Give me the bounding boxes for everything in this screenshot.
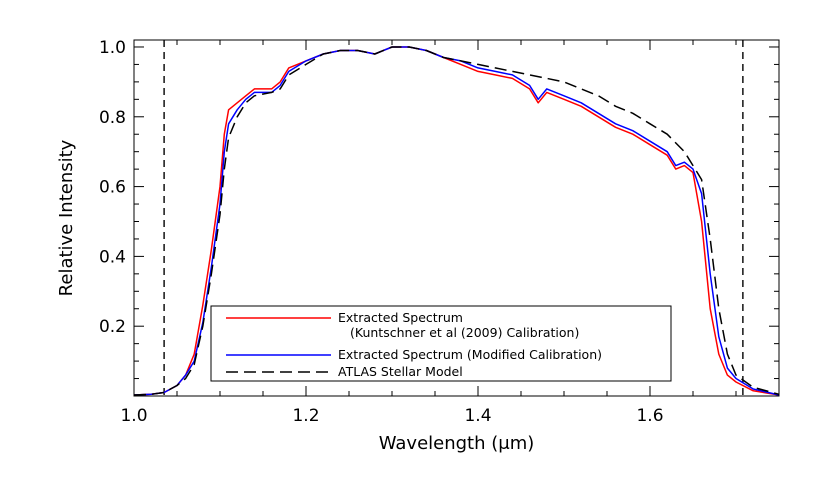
x-tick-label: 1.6 [636, 406, 663, 426]
x-axis-title: Wavelength (μm) [379, 433, 535, 454]
legend-label-kuntschner: Extracted Spectrum [338, 310, 463, 325]
legend-label-atlas: ATLAS Stellar Model [338, 364, 463, 379]
series-layer [133, 46, 780, 396]
axis-ticks: 1.0 1.2 1.4 1.6 0.2 0.4 0.6 0.8 1.0 [99, 38, 780, 426]
legend-label-modified: Extracted Spectrum (Modified Calibration… [338, 347, 602, 362]
y-tick-label: 0.2 [99, 317, 126, 337]
plot-frame [133, 39, 780, 397]
y-tick-label: 0.8 [99, 108, 126, 128]
x-tick-label: 1.2 [292, 406, 319, 426]
y-tick-label: 0.6 [99, 178, 126, 198]
x-tick-label: 1.0 [120, 406, 147, 426]
y-tick-label: 0.4 [99, 247, 126, 267]
x-tick-label: 1.4 [464, 406, 491, 426]
series-line-2 [133, 46, 780, 396]
y-tick-label: 1.0 [99, 38, 126, 58]
y-axis-title: Relative Intensity [56, 139, 77, 296]
legend: Extracted Spectrum (Kuntschner et al (20… [210, 305, 672, 382]
legend-label-kuntschner-line2: (Kuntschner et al (2009) Calibration) [350, 325, 579, 340]
